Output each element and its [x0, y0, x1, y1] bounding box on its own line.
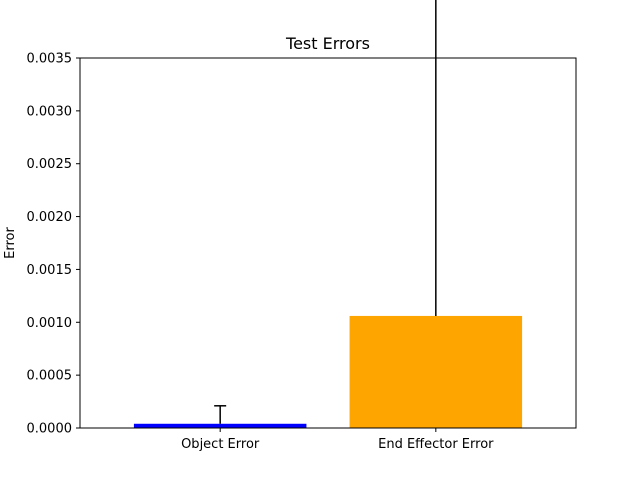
y-tick-label: 0.0005 [27, 369, 73, 384]
x-tick-label: End Effector Error [378, 437, 494, 452]
x-tick-label: Object Error [181, 437, 260, 452]
y-axis-label: Error [3, 227, 18, 259]
y-tick-label: 0.0020 [27, 210, 73, 225]
y-tick-label: 0.0015 [27, 263, 73, 278]
y-tick-label: 0.0035 [27, 52, 73, 67]
bar [349, 315, 523, 428]
chart-title: Test Errors [285, 34, 370, 53]
y-tick-label: 0.0030 [27, 104, 73, 119]
bar [133, 423, 307, 428]
plot-frame [79, 57, 577, 429]
y-tick-label: 0.0025 [27, 157, 73, 172]
y-tick-label: 0.0000 [27, 422, 73, 437]
plot-area: 0.0000 0.0005 0.0010 0.0015 0.0020 0.0025 0.00… [27, 0, 523, 452]
y-tick-label: 0.0010 [27, 316, 73, 331]
